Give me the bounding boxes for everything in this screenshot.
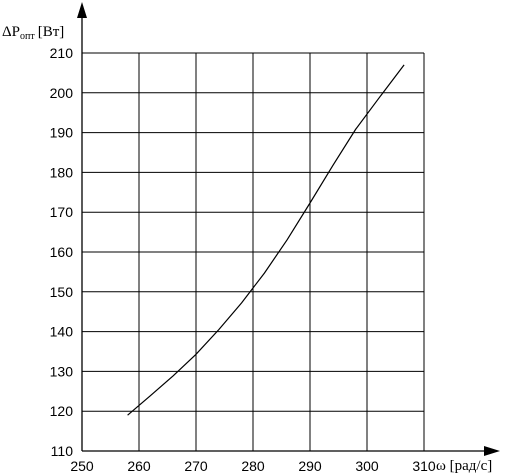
y-axis-label-sub: опт: [20, 31, 35, 42]
x-tick-label: 270: [184, 458, 208, 474]
y-axis-label: ΔPопт [Вт]: [2, 24, 64, 42]
x-tick-label: 310: [412, 458, 436, 474]
y-axis-label-base: ΔP: [2, 24, 20, 40]
series: [127, 64, 405, 416]
y-tick-label: 150: [50, 284, 74, 300]
y-tick-label: 170: [50, 204, 74, 220]
axes: [77, 2, 500, 456]
y-tick-label: 140: [50, 324, 74, 340]
y-tick-label: 190: [50, 125, 74, 141]
y-tick-label: 210: [50, 45, 74, 61]
y-axis-label-unit: [Вт]: [38, 24, 65, 40]
x-axis-arrow: [484, 446, 500, 456]
x-tick-label: 260: [127, 458, 151, 474]
y-tick-label: 120: [50, 403, 74, 419]
x-tick-label: 300: [355, 458, 379, 474]
grid: [82, 52, 425, 451]
y-tick-label: 130: [50, 363, 74, 379]
x-tick-label: 280: [241, 458, 265, 474]
x-tick-label: 290: [298, 458, 322, 474]
y-tick-label: 110: [51, 443, 74, 459]
y-tick-label: 160: [50, 244, 74, 260]
y-axis-arrow: [77, 2, 87, 18]
x-tick-label: 250: [70, 458, 94, 474]
series-line: [127, 64, 405, 416]
y-tick-label: 200: [50, 85, 74, 101]
y-tick-label: 180: [50, 164, 74, 180]
tick-labels: 250 260 270 280 290 300 310 110 120 130 140 150 160 1…: [50, 45, 436, 474]
x-axis-label: ω [рад/с]: [436, 458, 492, 474]
